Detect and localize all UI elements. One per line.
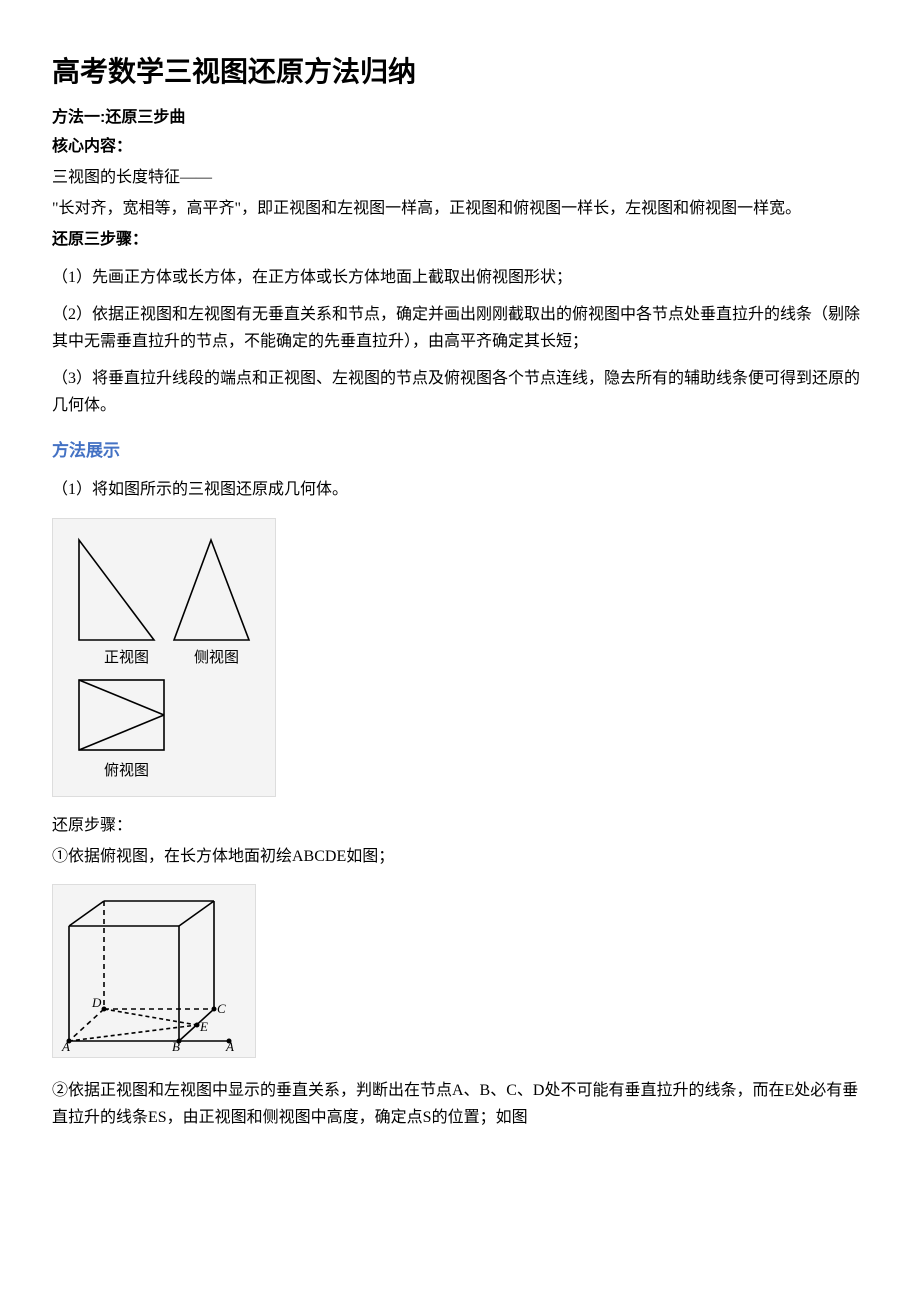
- steps-label: 还原三步骤：: [52, 226, 868, 253]
- pt-E: E: [199, 1019, 208, 1034]
- page-title: 高考数学三视图还原方法归纳: [52, 48, 868, 96]
- step-3: （3）将垂直拉升线段的端点和正视图、左视图的节点及俯视图各个节点连线，隐去所有的…: [52, 365, 868, 419]
- core-line-2: "长对齐，宽相等，高平齐"，即正视图和左视图一样高，正视图和俯视图一样长，左视图…: [52, 195, 868, 222]
- step-2: （2）依据正视图和左视图有无垂直关系和节点，确定并画出刚刚截取出的俯视图中各节点…: [52, 301, 868, 355]
- restore-label: 还原步骤：: [52, 812, 868, 839]
- figure-three-views: 正视图 侧视图 俯视图: [52, 518, 868, 806]
- core-label: 核心内容：: [52, 133, 868, 160]
- demo-prompt: （1）将如图所示的三视图还原成几何体。: [52, 476, 868, 503]
- fig1-front-label: 正视图: [104, 649, 149, 666]
- method-heading: 方法一:还原三步曲: [52, 104, 868, 131]
- demo-heading: 方法展示: [52, 437, 868, 466]
- pt-A: A: [61, 1039, 70, 1051]
- step-1: （1）先画正方体或长方体，在正方体或长方体地面上截取出俯视图形状；: [52, 264, 868, 291]
- restore-step-1: ①依据俯视图，在长方体地面初绘ABCDE如图；: [52, 843, 868, 870]
- three-views-svg: 正视图 侧视图 俯视图: [59, 525, 269, 790]
- figure-cuboid-base: A B C D E A: [52, 884, 868, 1067]
- fig1-side-label: 侧视图: [194, 649, 239, 666]
- pt-C: C: [217, 1001, 226, 1016]
- cuboid-svg: A B C D E A: [59, 891, 249, 1051]
- pt-D: D: [91, 995, 102, 1010]
- restore-step-2: ②依据正视图和左视图中显示的垂直关系，判断出在节点A、B、C、D处不可能有垂直拉…: [52, 1077, 868, 1131]
- pt-B: B: [172, 1039, 180, 1051]
- core-line-1: 三视图的长度特征——: [52, 164, 868, 191]
- fig1-top-label: 俯视图: [104, 762, 149, 779]
- pt-A2: A: [225, 1039, 234, 1051]
